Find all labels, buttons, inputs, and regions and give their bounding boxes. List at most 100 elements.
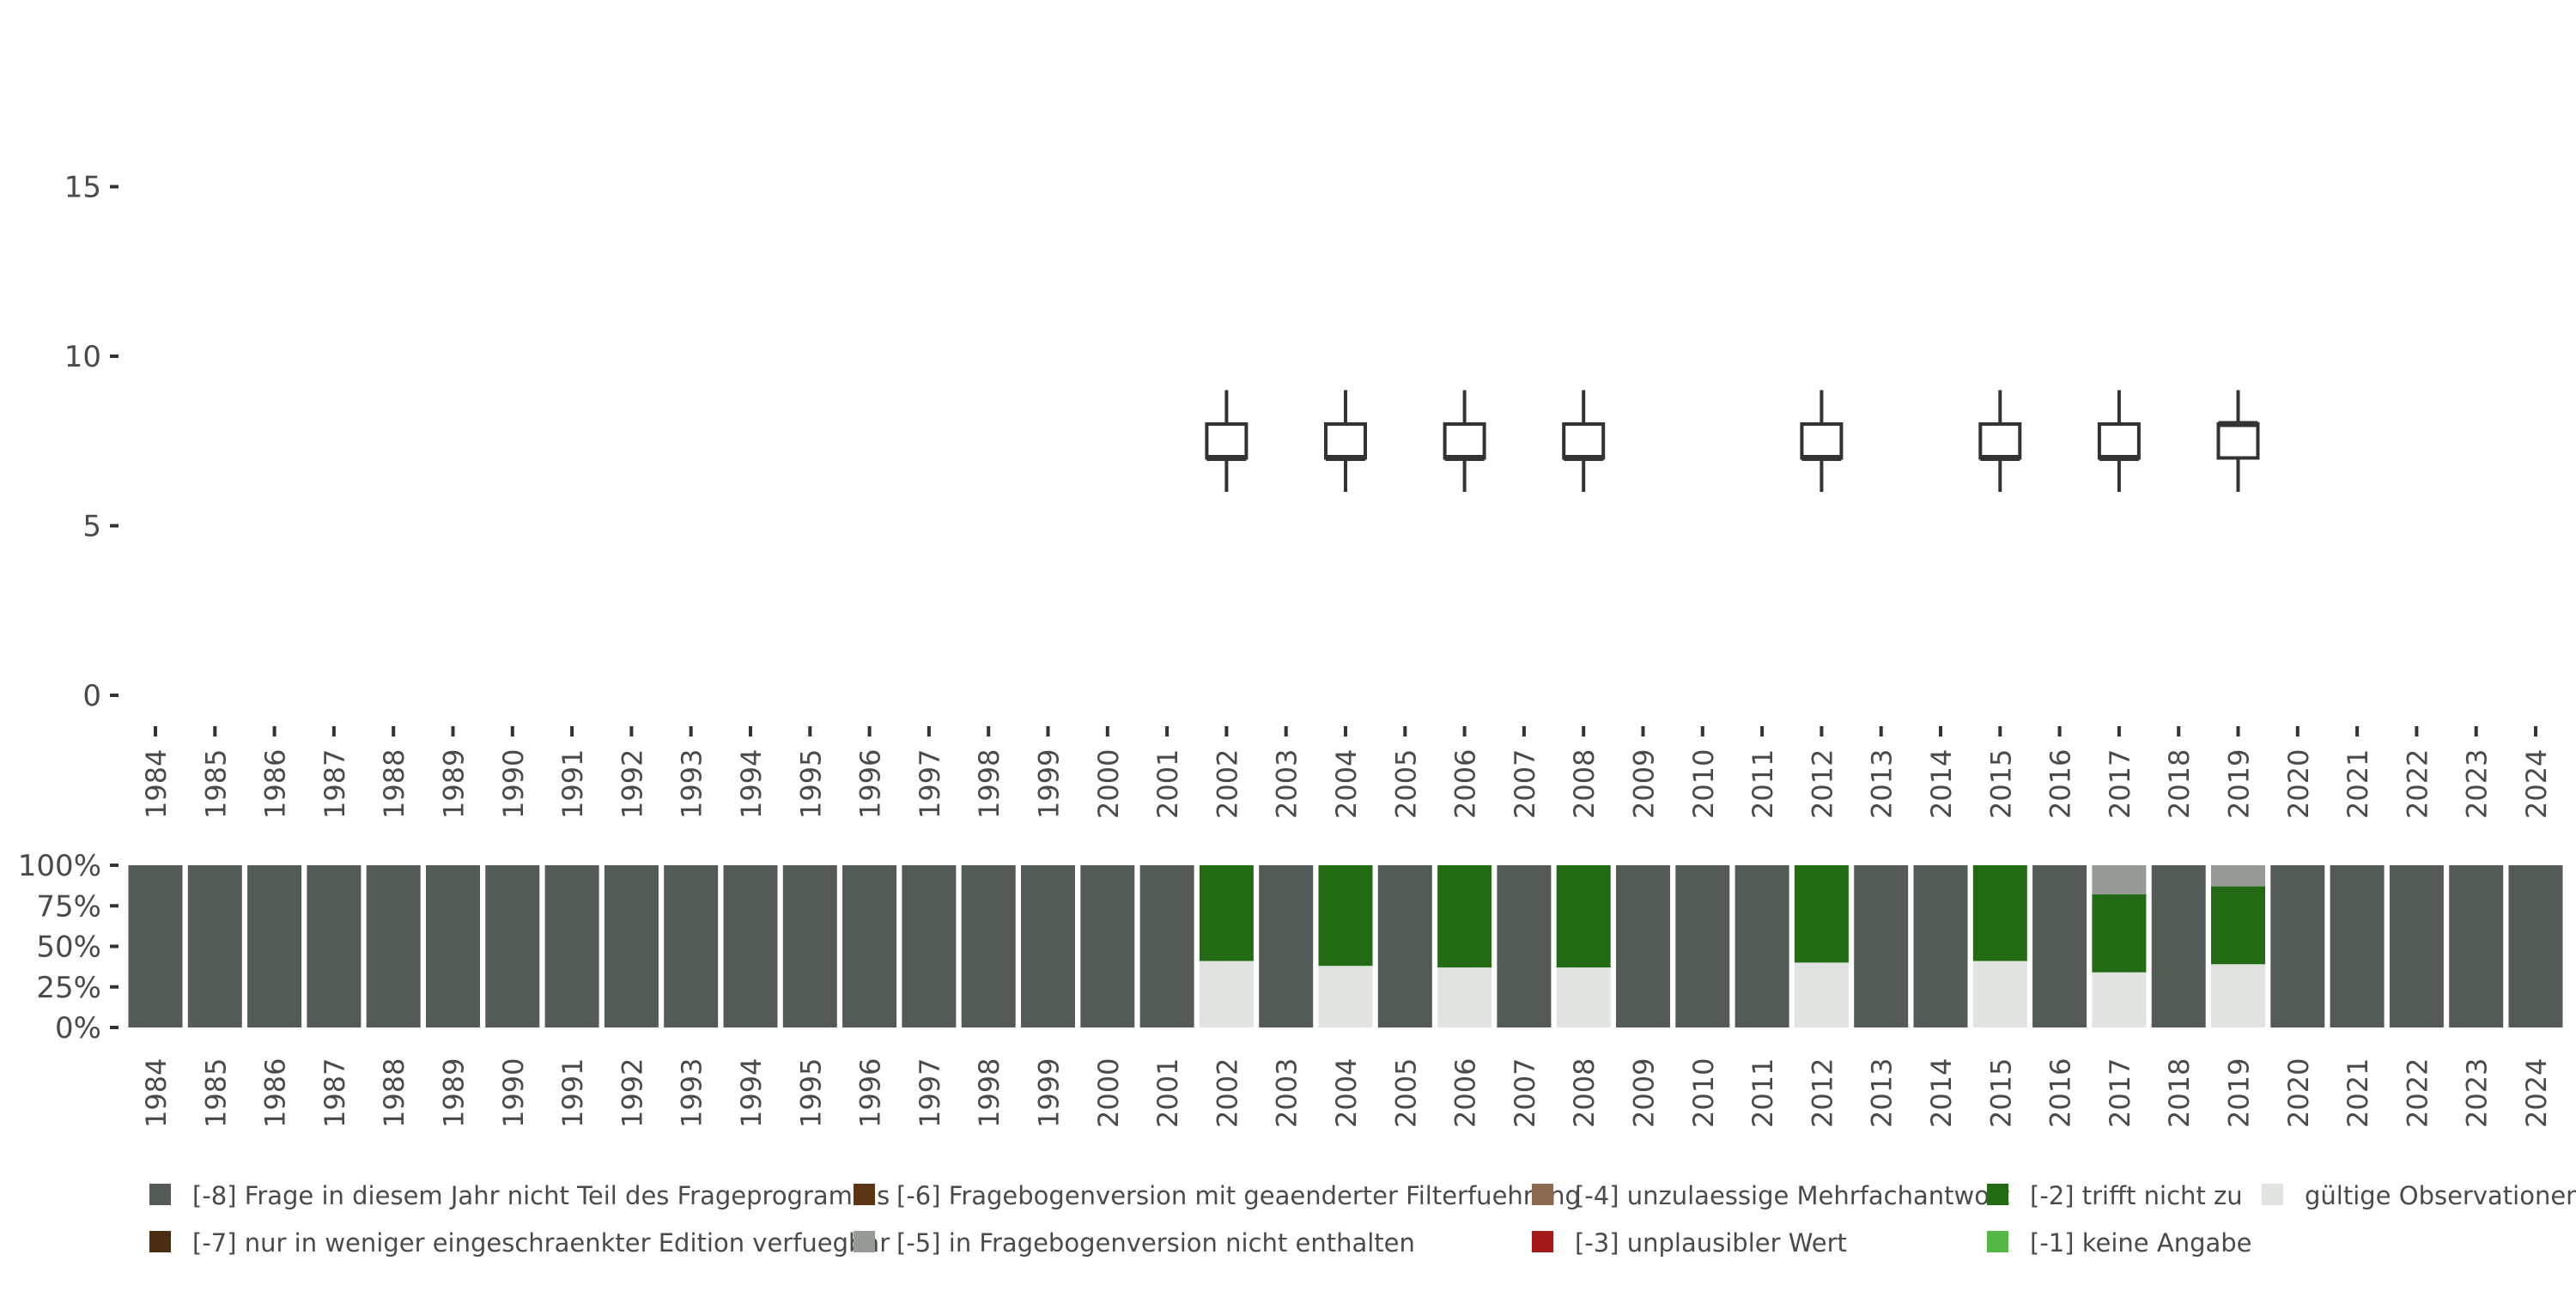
- x-tick-label: 1998: [973, 1058, 1005, 1128]
- bar-2021: [2330, 865, 2385, 1027]
- x-tick-label: 2009: [1628, 1058, 1661, 1128]
- x-tick-label: 1996: [854, 749, 887, 819]
- legend-swatch: [854, 1231, 875, 1252]
- x-tick-label: 2000: [1092, 1058, 1125, 1128]
- bar-segment-m2: [1199, 865, 1254, 961]
- bar-1995: [782, 865, 837, 1027]
- x-tick-label: 2005: [1389, 1058, 1422, 1128]
- bar-segment-m8: [1139, 865, 1194, 1027]
- x-tick-label: 2022: [2401, 1058, 2433, 1128]
- x-tick-label: 2003: [1271, 1058, 1303, 1128]
- x-tick-label: 2015: [1984, 749, 2017, 819]
- bar-segment-gueltig: [2092, 972, 2147, 1027]
- bar-1994: [723, 865, 778, 1027]
- bar-segment-gueltig: [1437, 967, 1492, 1027]
- legend-item-m7: [-7] nur in weniger eingeschraenkter Edi…: [149, 1228, 890, 1258]
- x-tick-label: 1993: [676, 749, 708, 819]
- x-tick-label: 2020: [2282, 1058, 2315, 1128]
- x-tick-label: 2003: [1271, 749, 1303, 819]
- legend-swatch: [1987, 1231, 2008, 1252]
- x-tick-label: 2002: [1211, 749, 1243, 819]
- box-2008: [1562, 390, 1606, 492]
- x-tick-label: 1989: [438, 749, 471, 819]
- bar-2008: [1556, 865, 1611, 1027]
- x-tick-label: 2019: [2223, 1058, 2256, 1128]
- x-tick-label: 2006: [1449, 749, 1482, 819]
- x-tick-label: 2023: [2461, 1058, 2494, 1128]
- x-tick-label: 1986: [259, 749, 292, 819]
- bar-segment-m8: [902, 865, 957, 1027]
- x-tick-label: 1984: [140, 749, 173, 819]
- legend: [-8] Frage in diesem Jahr nicht Teil des…: [149, 1181, 2576, 1258]
- bar-2020: [2270, 865, 2325, 1027]
- legend-swatch: [1532, 1231, 1553, 1252]
- legend-swatch: [854, 1184, 875, 1205]
- box-iqr: [1562, 422, 1606, 460]
- bar-segment-m8: [1259, 865, 1314, 1027]
- x-tick-label: 1991: [556, 749, 589, 819]
- x-tick-label: 2015: [1984, 1058, 2017, 1128]
- legend-label: [-5] in Fragebogenversion nicht enthalte…: [896, 1228, 1415, 1258]
- x-tick-label: 2008: [1568, 749, 1601, 819]
- x-tick-label: 1999: [1033, 1058, 1066, 1128]
- bar-segment-m8: [961, 865, 1016, 1027]
- legend-item-m5: [-5] in Fragebogenversion nicht enthalte…: [854, 1228, 1415, 1258]
- x-tick-label: 2010: [1687, 749, 1720, 819]
- bar-segment-m8: [426, 865, 480, 1027]
- bar-1984: [128, 865, 183, 1027]
- bar-2001: [1139, 865, 1194, 1027]
- bar-2012: [1794, 865, 1849, 1027]
- x-tick-label: 2024: [2520, 749, 2553, 819]
- bar-segment-m2: [1794, 865, 1849, 963]
- x-tick-label: 1994: [735, 749, 768, 819]
- x-tick-label: 2006: [1449, 1058, 1482, 1128]
- bar-2007: [1497, 865, 1552, 1027]
- x-tick-label: 2012: [1806, 749, 1838, 819]
- bar-2006: [1437, 865, 1492, 1027]
- box-2012: [1800, 390, 1844, 492]
- bar-1985: [187, 865, 242, 1027]
- x-tick-label: 1985: [199, 749, 232, 819]
- x-tick-label: 1999: [1033, 749, 1066, 819]
- bar-segment-gueltig: [2211, 964, 2265, 1027]
- x-tick-label: 2016: [2044, 749, 2077, 819]
- bar-2024: [2508, 865, 2563, 1027]
- x-tick-label: 2023: [2461, 749, 2494, 819]
- x-tick-label: 2013: [1866, 1058, 1899, 1128]
- bar-segment-m8: [2270, 865, 2325, 1027]
- bar-2018: [2151, 865, 2206, 1027]
- legend-label: gültige Observationen: [2305, 1181, 2576, 1210]
- y-tick-label: 0%: [55, 1011, 101, 1046]
- legend-item-m8: [-8] Frage in diesem Jahr nicht Teil des…: [149, 1181, 890, 1210]
- x-tick-label: 2020: [2282, 749, 2315, 819]
- stacked-bar-panel: 0% 25% 50% 75% 100% 1984 1985 1986 1987 1988 1989 1…: [18, 849, 2563, 1128]
- box-2006: [1443, 390, 1486, 492]
- bar-segment-m2: [1318, 865, 1373, 967]
- bar-2005: [1377, 865, 1432, 1027]
- bar-2014: [1913, 865, 1968, 1027]
- bar-segment-gueltig: [1972, 961, 2027, 1027]
- bar-2013: [1854, 865, 1909, 1027]
- bar-segment-m8: [2151, 865, 2206, 1027]
- bar-1987: [307, 865, 361, 1027]
- x-tick-label: 2013: [1866, 749, 1899, 819]
- legend-label: [-7] nur in weniger eingeschraenkter Edi…: [192, 1228, 890, 1258]
- x-tick-label: 1992: [616, 749, 648, 819]
- y-tick-label: 10: [64, 340, 101, 374]
- x-tick-label: 1988: [378, 749, 410, 819]
- x-tick-label: 1997: [914, 749, 946, 819]
- x-tick-label: 2004: [1330, 1058, 1363, 1128]
- x-tick-label: 1995: [794, 1058, 827, 1128]
- legend-item-m6: [-6] Fragebogenversion mit geaenderter F…: [854, 1181, 1581, 1210]
- x-tick-label: 2005: [1389, 749, 1422, 819]
- bar-2015: [1972, 865, 2027, 1027]
- x-tick-label: 2024: [2520, 1058, 2553, 1128]
- bar-segment-m8: [247, 865, 302, 1027]
- x-tick-label: 2010: [1687, 1058, 1720, 1128]
- bar-2016: [2032, 865, 2087, 1027]
- x-tick-label: 2004: [1330, 749, 1363, 819]
- x-tick-label: 2001: [1151, 1058, 1184, 1128]
- legend-label: [-3] unplausibler Wert: [1575, 1228, 1847, 1258]
- bar-1988: [366, 865, 421, 1027]
